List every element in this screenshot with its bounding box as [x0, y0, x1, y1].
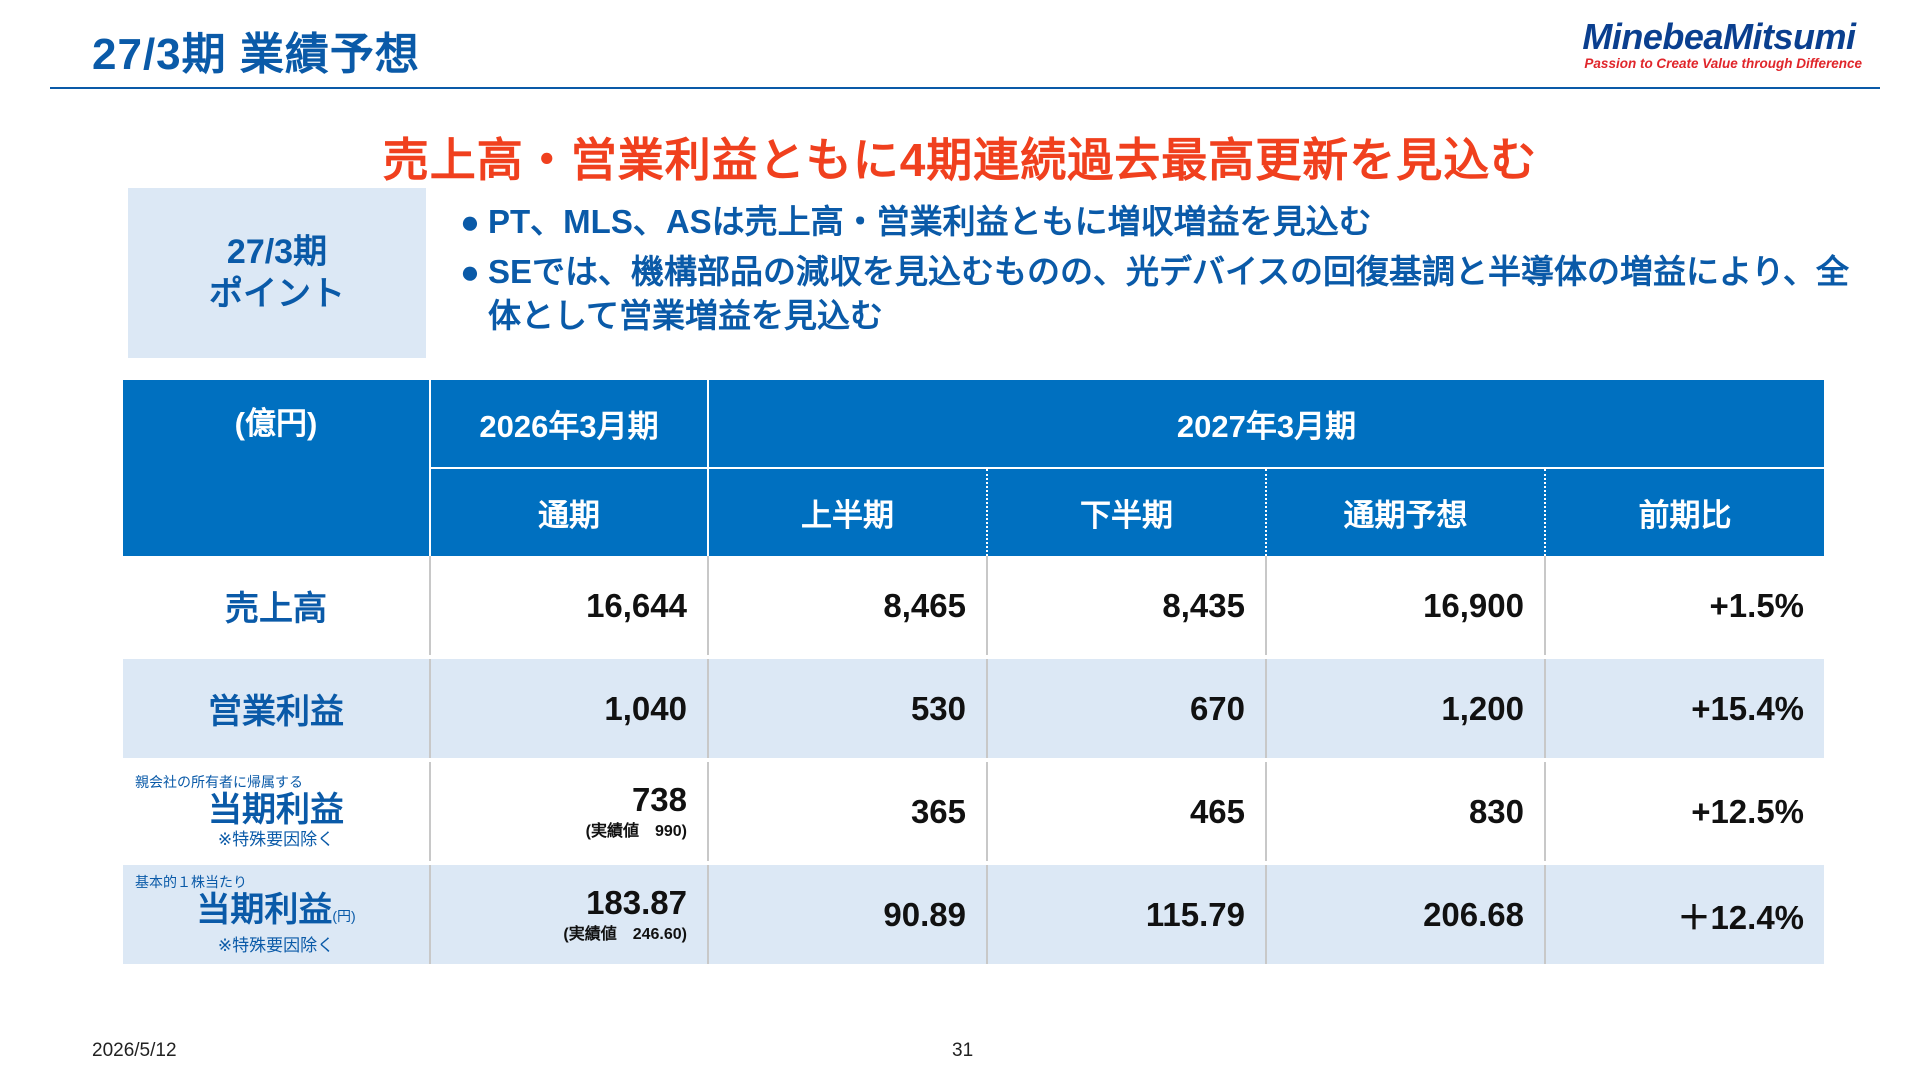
table-row: 基本的１株当たり 当期利益(円) ※特殊要因除く 183.87 (実績値 246…: [123, 863, 1825, 968]
table-cell: 8,465: [708, 556, 988, 659]
table-cell: 16,900: [1266, 556, 1546, 659]
table-cell: 90.89: [708, 863, 988, 968]
points-label-box: 27/3期 ポイント: [128, 188, 426, 358]
table-cell: 1,200: [1266, 657, 1546, 762]
logo-tagline: Passion to Create Value through Differen…: [1584, 56, 1862, 71]
points-label-line2: ポイント: [209, 275, 345, 313]
row-label-eps: 基本的１株当たり 当期利益(円) ※特殊要因除く: [123, 863, 431, 968]
page-number: 31: [952, 1040, 974, 1061]
bullet-icon: ●: [460, 253, 480, 290]
company-logo: MinebeaMitsumi Passion to Create Value t…: [1582, 18, 1862, 72]
table-cell: 365: [708, 760, 988, 865]
cell-value: 183.87: [586, 883, 687, 921]
row-label-text: 当期利益: [196, 890, 333, 929]
table-row: 営業利益 1,040 530 670 1,200 +15.4%: [123, 657, 1825, 762]
row-note: 基本的１株当たり: [135, 873, 247, 890]
table-cell: 206.68: [1266, 863, 1546, 968]
bullet-icon: ●: [460, 203, 480, 240]
bullet-item: ● SEでは、機構部品の減収を見込むものの、光デバイスの回復基調と半導体の増益によ…: [460, 250, 1880, 338]
row-sub-note: ※特殊要因除く: [217, 935, 335, 955]
row-label-text: 当期利益: [208, 790, 344, 829]
table-cell: 530: [708, 657, 988, 762]
logo-name: MinebeaMitsumi: [1582, 16, 1856, 57]
table-cell: 738 (実績値 990): [430, 760, 709, 865]
bullet-item: ● PT、MLS、ASは売上高・営業利益ともに増収増益を見込む: [460, 200, 1880, 244]
cell-value: 738: [631, 780, 687, 818]
col-header-full-year-forecast: 通期予想: [1266, 468, 1546, 556]
table-cell: 8,435: [987, 556, 1267, 659]
bullet-text: PT、MLS、ASは売上高・営業利益ともに増収増益を見込む: [488, 203, 1372, 240]
row-label-net-profit: 親会社の所有者に帰属する 当期利益 ※特殊要因除く: [123, 760, 431, 865]
table-cell: +15.4%: [1545, 657, 1825, 762]
points-label-line1: 27/3期: [226, 233, 328, 271]
table-cell: 830: [1266, 760, 1546, 865]
row-sub-note: ※特殊要因除く: [217, 829, 335, 849]
table-cell: 670: [987, 657, 1267, 762]
page-title: 27/3期 業績予想: [92, 30, 420, 79]
bullet-text: SEでは、機構部品の減収を見込むものの、光デバイスの回復基調と半導体の増益により…: [488, 253, 1850, 334]
title-divider: [50, 87, 1880, 89]
points-bullet-list: ● PT、MLS、ASは売上高・営業利益ともに増収増益を見込む ● SEでは、機構部…: [460, 200, 1880, 344]
table-cell: +1.5%: [1545, 556, 1825, 659]
unit-header: (億円): [123, 380, 431, 556]
forecast-table: (億円) 2026年3月期 2027年3月期 通期 上半期 下半期 通期予想 前…: [123, 380, 1825, 968]
table-cell: 183.87 (実績値 246.60): [430, 863, 709, 968]
table-row: 売上高 16,644 8,465 8,435 16,900 +1.5%: [123, 556, 1825, 659]
table-cell: 1,040: [430, 657, 709, 762]
footer-date: 2026/5/12: [92, 1040, 177, 1061]
col-header-second-half: 下半期: [987, 468, 1267, 556]
table-cell: +12.5%: [1545, 760, 1825, 865]
row-label-text-wrap: 当期利益(円): [123, 890, 429, 936]
row-label-unit: (円): [332, 907, 356, 924]
actual-value-note: (実績値 246.60): [563, 925, 687, 943]
table-cell: ＋12.4%: [1545, 863, 1825, 968]
row-label-revenue: 売上高: [123, 556, 431, 659]
row-note: 親会社の所有者に帰属する: [135, 773, 303, 790]
table-cell: 115.79: [987, 863, 1267, 968]
fy2027-header: 2027年3月期: [708, 380, 1825, 469]
table-cell: 465: [987, 760, 1267, 865]
fy2026-header: 2026年3月期: [430, 380, 709, 469]
headline: 売上高・営業利益ともに4期連続過去最高更新を見込む: [382, 134, 1538, 186]
table-cell: 16,644: [430, 556, 709, 659]
col-header-yoy: 前期比: [1545, 468, 1825, 556]
col-header-full-year: 通期: [430, 468, 709, 556]
row-label-operating-profit: 営業利益: [123, 657, 431, 762]
table-row: 親会社の所有者に帰属する 当期利益 ※特殊要因除く 738 (実績値 990) …: [123, 760, 1825, 865]
col-header-first-half: 上半期: [708, 468, 988, 556]
actual-value-note: (実績値 990): [585, 822, 687, 840]
